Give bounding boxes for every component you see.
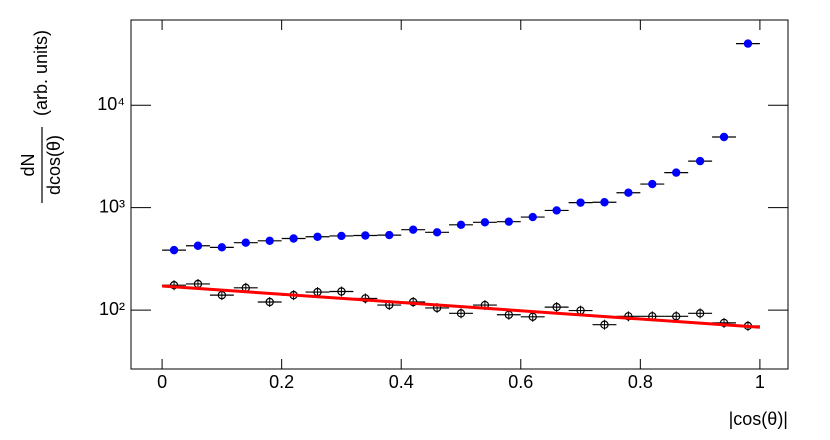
y-axis-label: dN dcos(θ) (arb. units) — [18, 30, 64, 203]
y-label-units: (arb. units) — [31, 30, 51, 116]
point — [576, 198, 585, 207]
plot-frame — [130, 19, 789, 370]
y-label-denominator: dcos(θ) — [44, 135, 64, 195]
point — [456, 220, 466, 230]
point — [385, 230, 394, 240]
point — [504, 217, 514, 226]
point — [528, 212, 537, 222]
point — [552, 206, 561, 215]
y-tick-label: 10⁴ — [97, 94, 125, 114]
point — [337, 231, 346, 241]
x-tick-label: 0 — [157, 372, 167, 392]
point — [648, 179, 657, 189]
point — [695, 156, 705, 166]
point — [719, 132, 729, 142]
x-tick-label: 1 — [755, 372, 765, 392]
point — [289, 234, 298, 243]
x-tick-label: 0.2 — [269, 372, 294, 392]
point — [480, 218, 490, 227]
point — [217, 243, 227, 252]
y-tick-label: 10³ — [99, 196, 125, 216]
point — [672, 168, 681, 177]
point — [169, 245, 179, 255]
point — [743, 39, 753, 48]
point — [408, 225, 418, 234]
point — [193, 241, 203, 250]
x-tick-label: 0.4 — [389, 372, 414, 392]
y-tick-label: 10² — [99, 299, 125, 319]
point — [313, 232, 322, 241]
fit-line — [161, 284, 761, 329]
point — [624, 188, 633, 197]
x-tick-label: 0.8 — [628, 372, 653, 392]
x-axis-label: |cos(θ)| — [729, 409, 788, 429]
point — [432, 228, 442, 237]
point — [265, 236, 274, 245]
point — [600, 198, 609, 207]
x-tick-label: 0.6 — [508, 372, 533, 392]
point — [361, 231, 370, 240]
point — [241, 238, 250, 247]
y-label-numerator: dN — [18, 153, 38, 176]
